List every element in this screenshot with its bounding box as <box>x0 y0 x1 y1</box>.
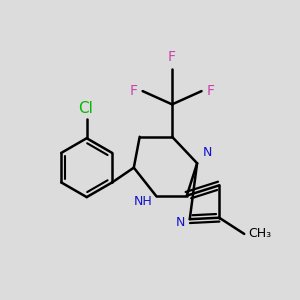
Text: CH₃: CH₃ <box>248 227 271 240</box>
Text: F: F <box>168 50 176 64</box>
Text: NH: NH <box>134 195 152 208</box>
Text: F: F <box>129 84 137 98</box>
Text: N: N <box>203 146 212 159</box>
Text: Cl: Cl <box>78 101 93 116</box>
Text: F: F <box>207 84 215 98</box>
Text: N: N <box>176 216 185 229</box>
